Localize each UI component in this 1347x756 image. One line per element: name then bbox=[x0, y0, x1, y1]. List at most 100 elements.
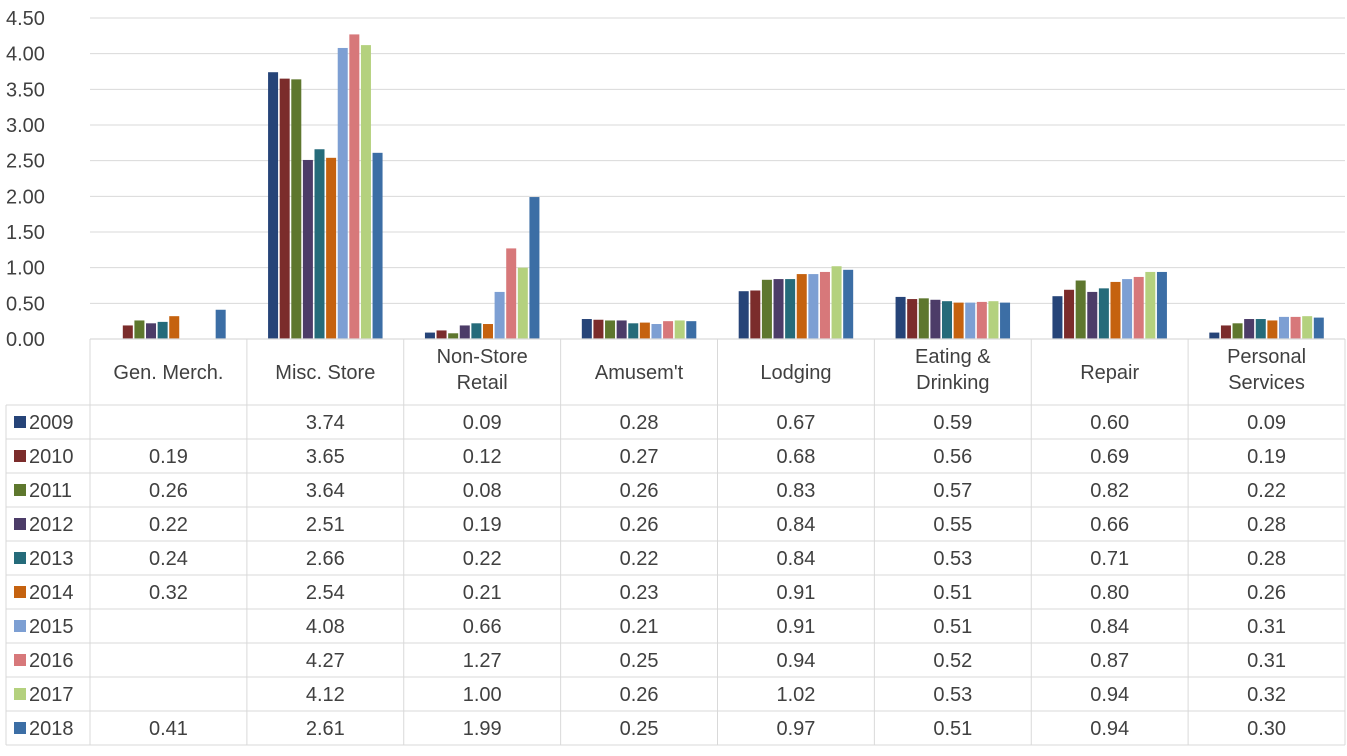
legend-label: 2013 bbox=[29, 548, 74, 570]
bar bbox=[965, 302, 976, 339]
x-tick-label: Services bbox=[1228, 372, 1305, 394]
y-tick-label: 0.50 bbox=[6, 293, 45, 315]
data-label: 2.51 bbox=[306, 514, 345, 536]
data-label: 0.31 bbox=[1247, 616, 1286, 638]
bar bbox=[529, 197, 540, 339]
bar bbox=[134, 320, 145, 339]
data-label: 0.51 bbox=[933, 718, 972, 740]
data-label: 0.19 bbox=[1247, 446, 1286, 468]
bar bbox=[279, 78, 290, 339]
bar bbox=[605, 320, 616, 339]
bar bbox=[988, 301, 999, 339]
bar bbox=[1110, 281, 1121, 339]
data-label: 0.41 bbox=[149, 718, 188, 740]
bar bbox=[1244, 319, 1255, 339]
data-label: 3.64 bbox=[306, 480, 345, 502]
bar bbox=[1075, 280, 1086, 339]
bar bbox=[1255, 319, 1266, 339]
data-label: 0.97 bbox=[776, 718, 815, 740]
data-label: 0.26 bbox=[620, 684, 659, 706]
data-label: 0.26 bbox=[149, 480, 188, 502]
bar bbox=[459, 325, 470, 339]
y-tick-label: 4.00 bbox=[6, 44, 45, 66]
data-label: 0.21 bbox=[620, 616, 659, 638]
data-label: 0.32 bbox=[1247, 684, 1286, 706]
bar bbox=[1000, 302, 1011, 339]
bar bbox=[291, 79, 302, 339]
bar bbox=[942, 301, 953, 339]
bar bbox=[349, 34, 360, 339]
bar bbox=[372, 152, 383, 339]
bar bbox=[953, 302, 964, 339]
y-tick-label: 3.50 bbox=[6, 79, 45, 101]
x-tick-label: Lodging bbox=[760, 362, 831, 384]
legend-swatch bbox=[14, 654, 26, 666]
data-label: 0.25 bbox=[620, 718, 659, 740]
data-label: 0.52 bbox=[933, 650, 972, 672]
data-label: 0.28 bbox=[620, 412, 659, 434]
bar bbox=[436, 330, 447, 339]
data-label: 1.27 bbox=[463, 650, 502, 672]
data-label: 0.80 bbox=[1090, 582, 1129, 604]
data-label: 0.26 bbox=[1247, 582, 1286, 604]
x-tick-label: Non-Store bbox=[437, 346, 528, 368]
data-label: 0.26 bbox=[620, 480, 659, 502]
legend-swatch bbox=[14, 518, 26, 530]
bar bbox=[808, 274, 819, 339]
data-label: 0.21 bbox=[463, 582, 502, 604]
bar bbox=[918, 298, 929, 339]
bar bbox=[785, 279, 796, 339]
bar bbox=[1064, 289, 1075, 339]
bar bbox=[651, 324, 662, 339]
x-tick-label: Misc. Store bbox=[275, 362, 375, 384]
x-tick-label: Personal bbox=[1227, 346, 1306, 368]
data-label: 0.28 bbox=[1247, 548, 1286, 570]
data-label: 0.71 bbox=[1090, 548, 1129, 570]
data-label: 0.25 bbox=[620, 650, 659, 672]
x-tick-label: Retail bbox=[457, 372, 508, 394]
data-label: 0.57 bbox=[933, 480, 972, 502]
x-tick-label: Repair bbox=[1080, 362, 1139, 384]
bar bbox=[674, 320, 685, 339]
bar bbox=[157, 321, 168, 339]
bar bbox=[581, 319, 592, 339]
data-label: 4.08 bbox=[306, 616, 345, 638]
bar bbox=[482, 324, 493, 339]
data-label: 0.12 bbox=[463, 446, 502, 468]
y-tick-label: 4.50 bbox=[6, 8, 45, 30]
bar bbox=[895, 296, 906, 339]
legend-label: 2009 bbox=[29, 412, 74, 434]
bar bbox=[424, 332, 435, 339]
data-label: 0.66 bbox=[1090, 514, 1129, 536]
bar bbox=[448, 333, 459, 339]
legend-swatch bbox=[14, 688, 26, 700]
x-tick-label: Amusem't bbox=[595, 362, 684, 384]
data-label: 0.59 bbox=[933, 412, 972, 434]
bar bbox=[639, 322, 650, 339]
y-tick-label: 2.00 bbox=[6, 186, 45, 208]
data-label: 2.54 bbox=[306, 582, 345, 604]
bar bbox=[506, 248, 517, 339]
bar bbox=[1156, 271, 1167, 339]
data-label: 0.83 bbox=[776, 480, 815, 502]
y-tick-label: 0.00 bbox=[6, 329, 45, 351]
bar bbox=[471, 323, 482, 339]
bar bbox=[169, 316, 180, 339]
bar bbox=[337, 47, 348, 340]
data-label: 0.30 bbox=[1247, 718, 1286, 740]
bar bbox=[831, 266, 842, 339]
bar bbox=[773, 279, 784, 339]
bar bbox=[1220, 325, 1231, 339]
legend-label: 2010 bbox=[29, 446, 74, 468]
bar bbox=[1122, 279, 1133, 339]
data-label: 0.68 bbox=[776, 446, 815, 468]
data-label: 3.74 bbox=[306, 412, 345, 434]
data-label: 0.55 bbox=[933, 514, 972, 536]
bar bbox=[302, 159, 313, 339]
bar bbox=[663, 321, 674, 339]
data-label: 0.66 bbox=[463, 616, 502, 638]
data-label: 1.00 bbox=[463, 684, 502, 706]
bar bbox=[1313, 317, 1324, 339]
bar bbox=[738, 291, 749, 339]
